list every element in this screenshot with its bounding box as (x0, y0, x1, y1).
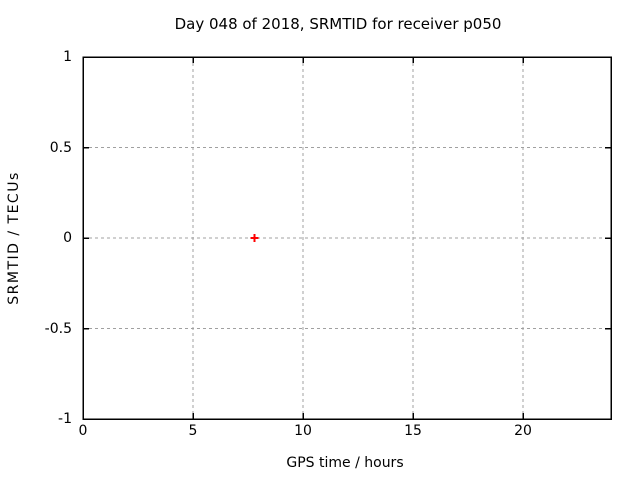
y-tick-label: -1 (58, 411, 72, 427)
y-tick-label: 0.5 (49, 139, 72, 156)
x-axis-label: GPS time / hours (286, 455, 404, 471)
x-tick-label: 10 (294, 423, 312, 439)
x-tick-label: 0 (78, 423, 88, 439)
x-tick-label: 20 (514, 423, 532, 439)
x-tick-label: 15 (404, 423, 422, 439)
x-tick-label: 5 (188, 423, 198, 439)
y-tick-label: -0.5 (44, 320, 72, 337)
chart-title: Day 048 of 2018, SRMTID for receiver p05… (174, 15, 502, 33)
y-tick-label: 0 (63, 230, 72, 246)
y-tick-label: 1 (63, 49, 72, 65)
